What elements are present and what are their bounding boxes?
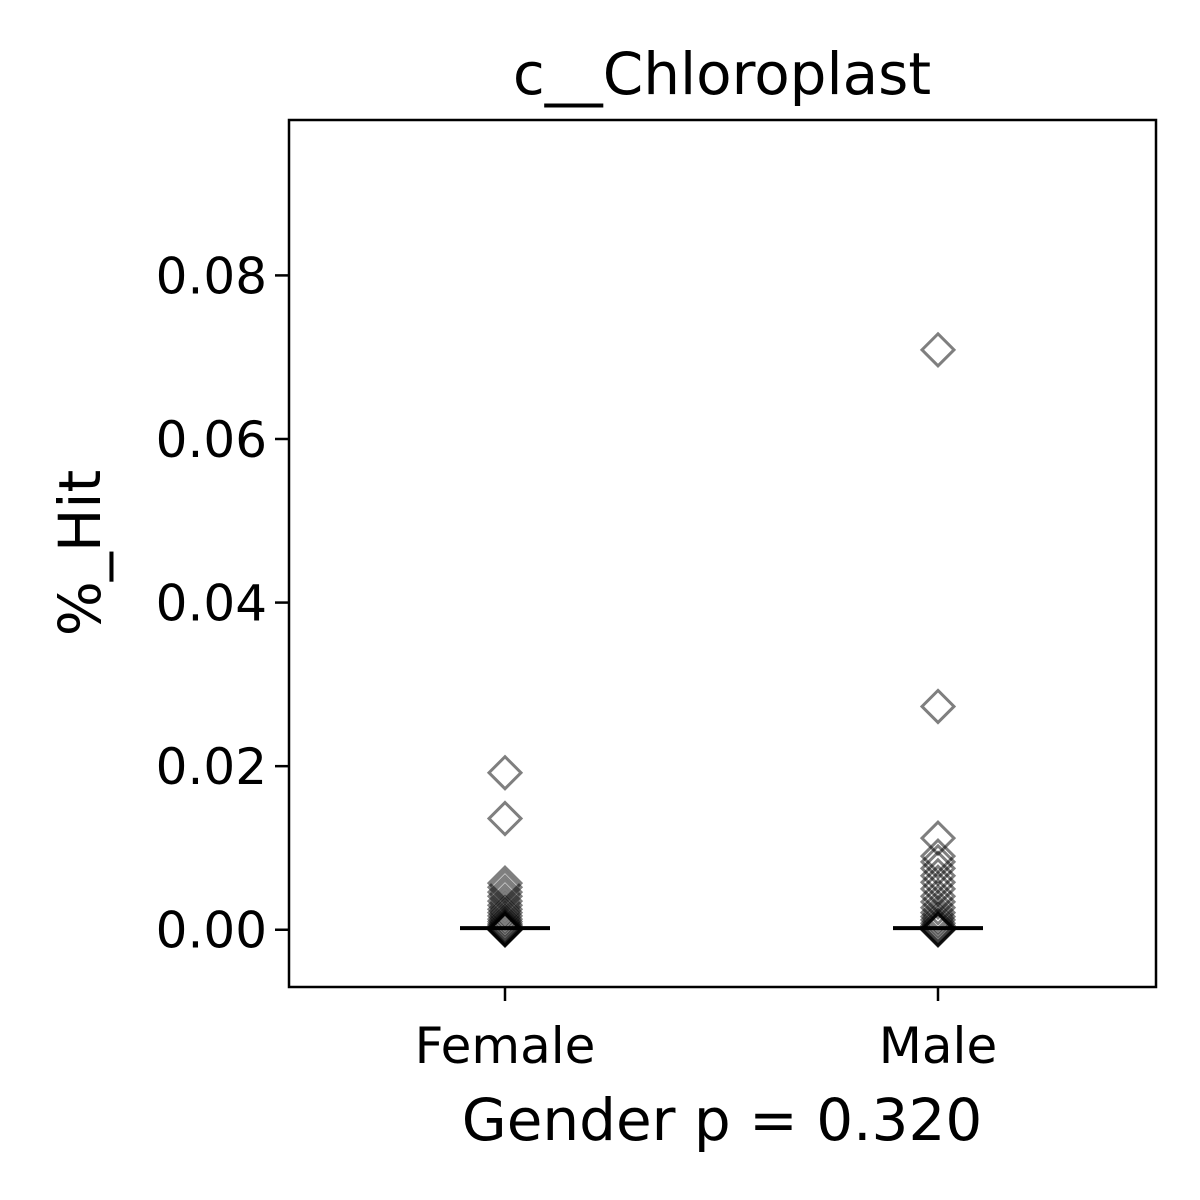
data-point	[919, 843, 957, 880]
data-point	[919, 331, 957, 368]
data-point	[919, 688, 957, 725]
data-point	[486, 887, 524, 924]
x-axis-title: Gender p = 0.320	[462, 1086, 983, 1154]
x-tick-label: Male	[879, 1017, 997, 1075]
data-point	[486, 903, 524, 940]
points-layer	[486, 331, 957, 948]
data-point	[919, 889, 957, 926]
data-point	[486, 882, 524, 920]
data-point	[486, 800, 524, 837]
y-tick-label: 0.02	[156, 738, 267, 796]
data-point	[919, 911, 957, 948]
y-tick-label: 0.08	[156, 247, 267, 305]
data-point	[486, 897, 524, 934]
plot-frame	[287, 118, 1158, 989]
y-tick-label: 0.04	[156, 575, 267, 633]
y-axis: 0.00 0.02 0.04 0.06 0.08	[156, 247, 289, 960]
data-point	[486, 891, 524, 928]
y-axis-title: %_Hit	[46, 470, 114, 637]
data-point	[486, 900, 524, 938]
data-point	[919, 905, 957, 942]
x-tick-label: Female	[415, 1017, 596, 1075]
chart-title: c__Chloroplast	[513, 40, 931, 108]
data-point	[919, 898, 957, 935]
x-axis: Female Male	[415, 987, 997, 1075]
data-point	[486, 754, 524, 791]
y-tick-label: 0.06	[156, 411, 267, 469]
y-tick-label: 0.00	[156, 902, 267, 960]
data-point	[486, 911, 524, 948]
data-point	[919, 901, 957, 939]
data-point	[919, 883, 957, 921]
